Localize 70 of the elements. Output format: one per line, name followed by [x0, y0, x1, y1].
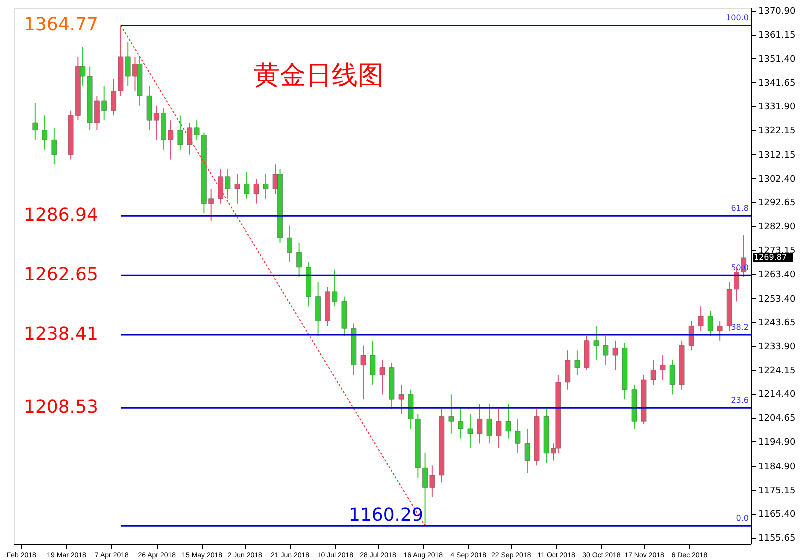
candlestick [524, 428, 530, 474]
annotation: 100.0 [726, 14, 749, 23]
y-tick-label: 1263.40 [758, 270, 796, 280]
candlestick [254, 178, 260, 204]
candlestick [698, 306, 704, 332]
candlestick [506, 404, 512, 440]
candlestick [496, 408, 502, 450]
candlestick [458, 406, 464, 440]
candlestick [468, 414, 474, 450]
candlestick [574, 350, 580, 376]
y-tick-label: 1292.65 [758, 198, 796, 209]
candlestick [515, 418, 521, 454]
y-tick-label: 1361.15 [758, 31, 796, 42]
candlestick [565, 350, 571, 390]
y-tick-label: 1302.40 [758, 174, 796, 185]
y-tick-label: 1243.65 [758, 318, 796, 329]
y-tick-label: 1165.40 [758, 510, 796, 520]
candlestick [178, 115, 184, 150]
y-tick-label: 1282.90 [758, 222, 796, 233]
y-tick-label: 1224.15 [758, 366, 796, 376]
candlestick [603, 335, 609, 366]
ref-line-label: 1160.29 [349, 505, 424, 526]
candlestick [287, 225, 292, 264]
candlestick [688, 320, 694, 352]
candlestick [370, 340, 376, 386]
ref-line-label: 1208.53 [24, 397, 98, 418]
y-tick-label: 1214.40 [758, 390, 796, 400]
candlestick [650, 360, 656, 386]
ref-line-label: 1364.77 [24, 14, 98, 36]
annotation: 61.8 [731, 204, 749, 214]
candlestick [398, 384, 404, 415]
candlestick [477, 404, 483, 444]
candlestick [234, 174, 240, 204]
ref-line-label: 1238.41 [24, 324, 98, 345]
candlestick [52, 127, 58, 166]
y-tick-label: 1370.90 [758, 7, 796, 18]
annotation: 1269.87 [754, 252, 788, 262]
annotation: 0.0 [736, 514, 749, 524]
y-tick-label: 1312.15 [758, 150, 796, 161]
candlestick [448, 394, 454, 434]
y-tick-label: 1322.15 [758, 126, 796, 137]
annotation: 23.6 [731, 396, 749, 406]
y-tick-label: 1175.15 [758, 486, 796, 496]
candlestick [244, 171, 250, 200]
candlestick [660, 355, 666, 381]
candlestick [42, 115, 48, 150]
y-tick-label: 1184.90 [758, 462, 796, 472]
candlestick [380, 360, 386, 396]
y-tick-label: 1155.65 [758, 534, 796, 544]
y-tick-label: 1194.90 [758, 438, 796, 448]
candlestick [296, 242, 302, 278]
y-tick-label: 1351.40 [758, 54, 796, 65]
ref-line-label: 1262.65 [24, 264, 98, 286]
candlestick [612, 340, 618, 371]
y-tick-label: 1204.65 [758, 414, 796, 424]
y-tick-label: 1331.90 [758, 102, 796, 113]
candlestick [263, 174, 269, 200]
annotation: 38.2 [731, 322, 749, 332]
candlestick [717, 320, 723, 342]
candlestick [360, 345, 366, 400]
candlestick [670, 360, 676, 396]
text: 黄金日线图 [254, 61, 384, 91]
y-tick-label: 1253.40 [758, 294, 796, 305]
y-tick-label: 1233.90 [758, 342, 796, 352]
candlestick [32, 102, 38, 141]
ref-line-label: 1286.94 [24, 205, 98, 226]
y-tick-label: 1341.65 [758, 78, 796, 89]
candlestick [708, 310, 714, 336]
candlestick [486, 404, 492, 444]
candlestick [594, 326, 600, 361]
